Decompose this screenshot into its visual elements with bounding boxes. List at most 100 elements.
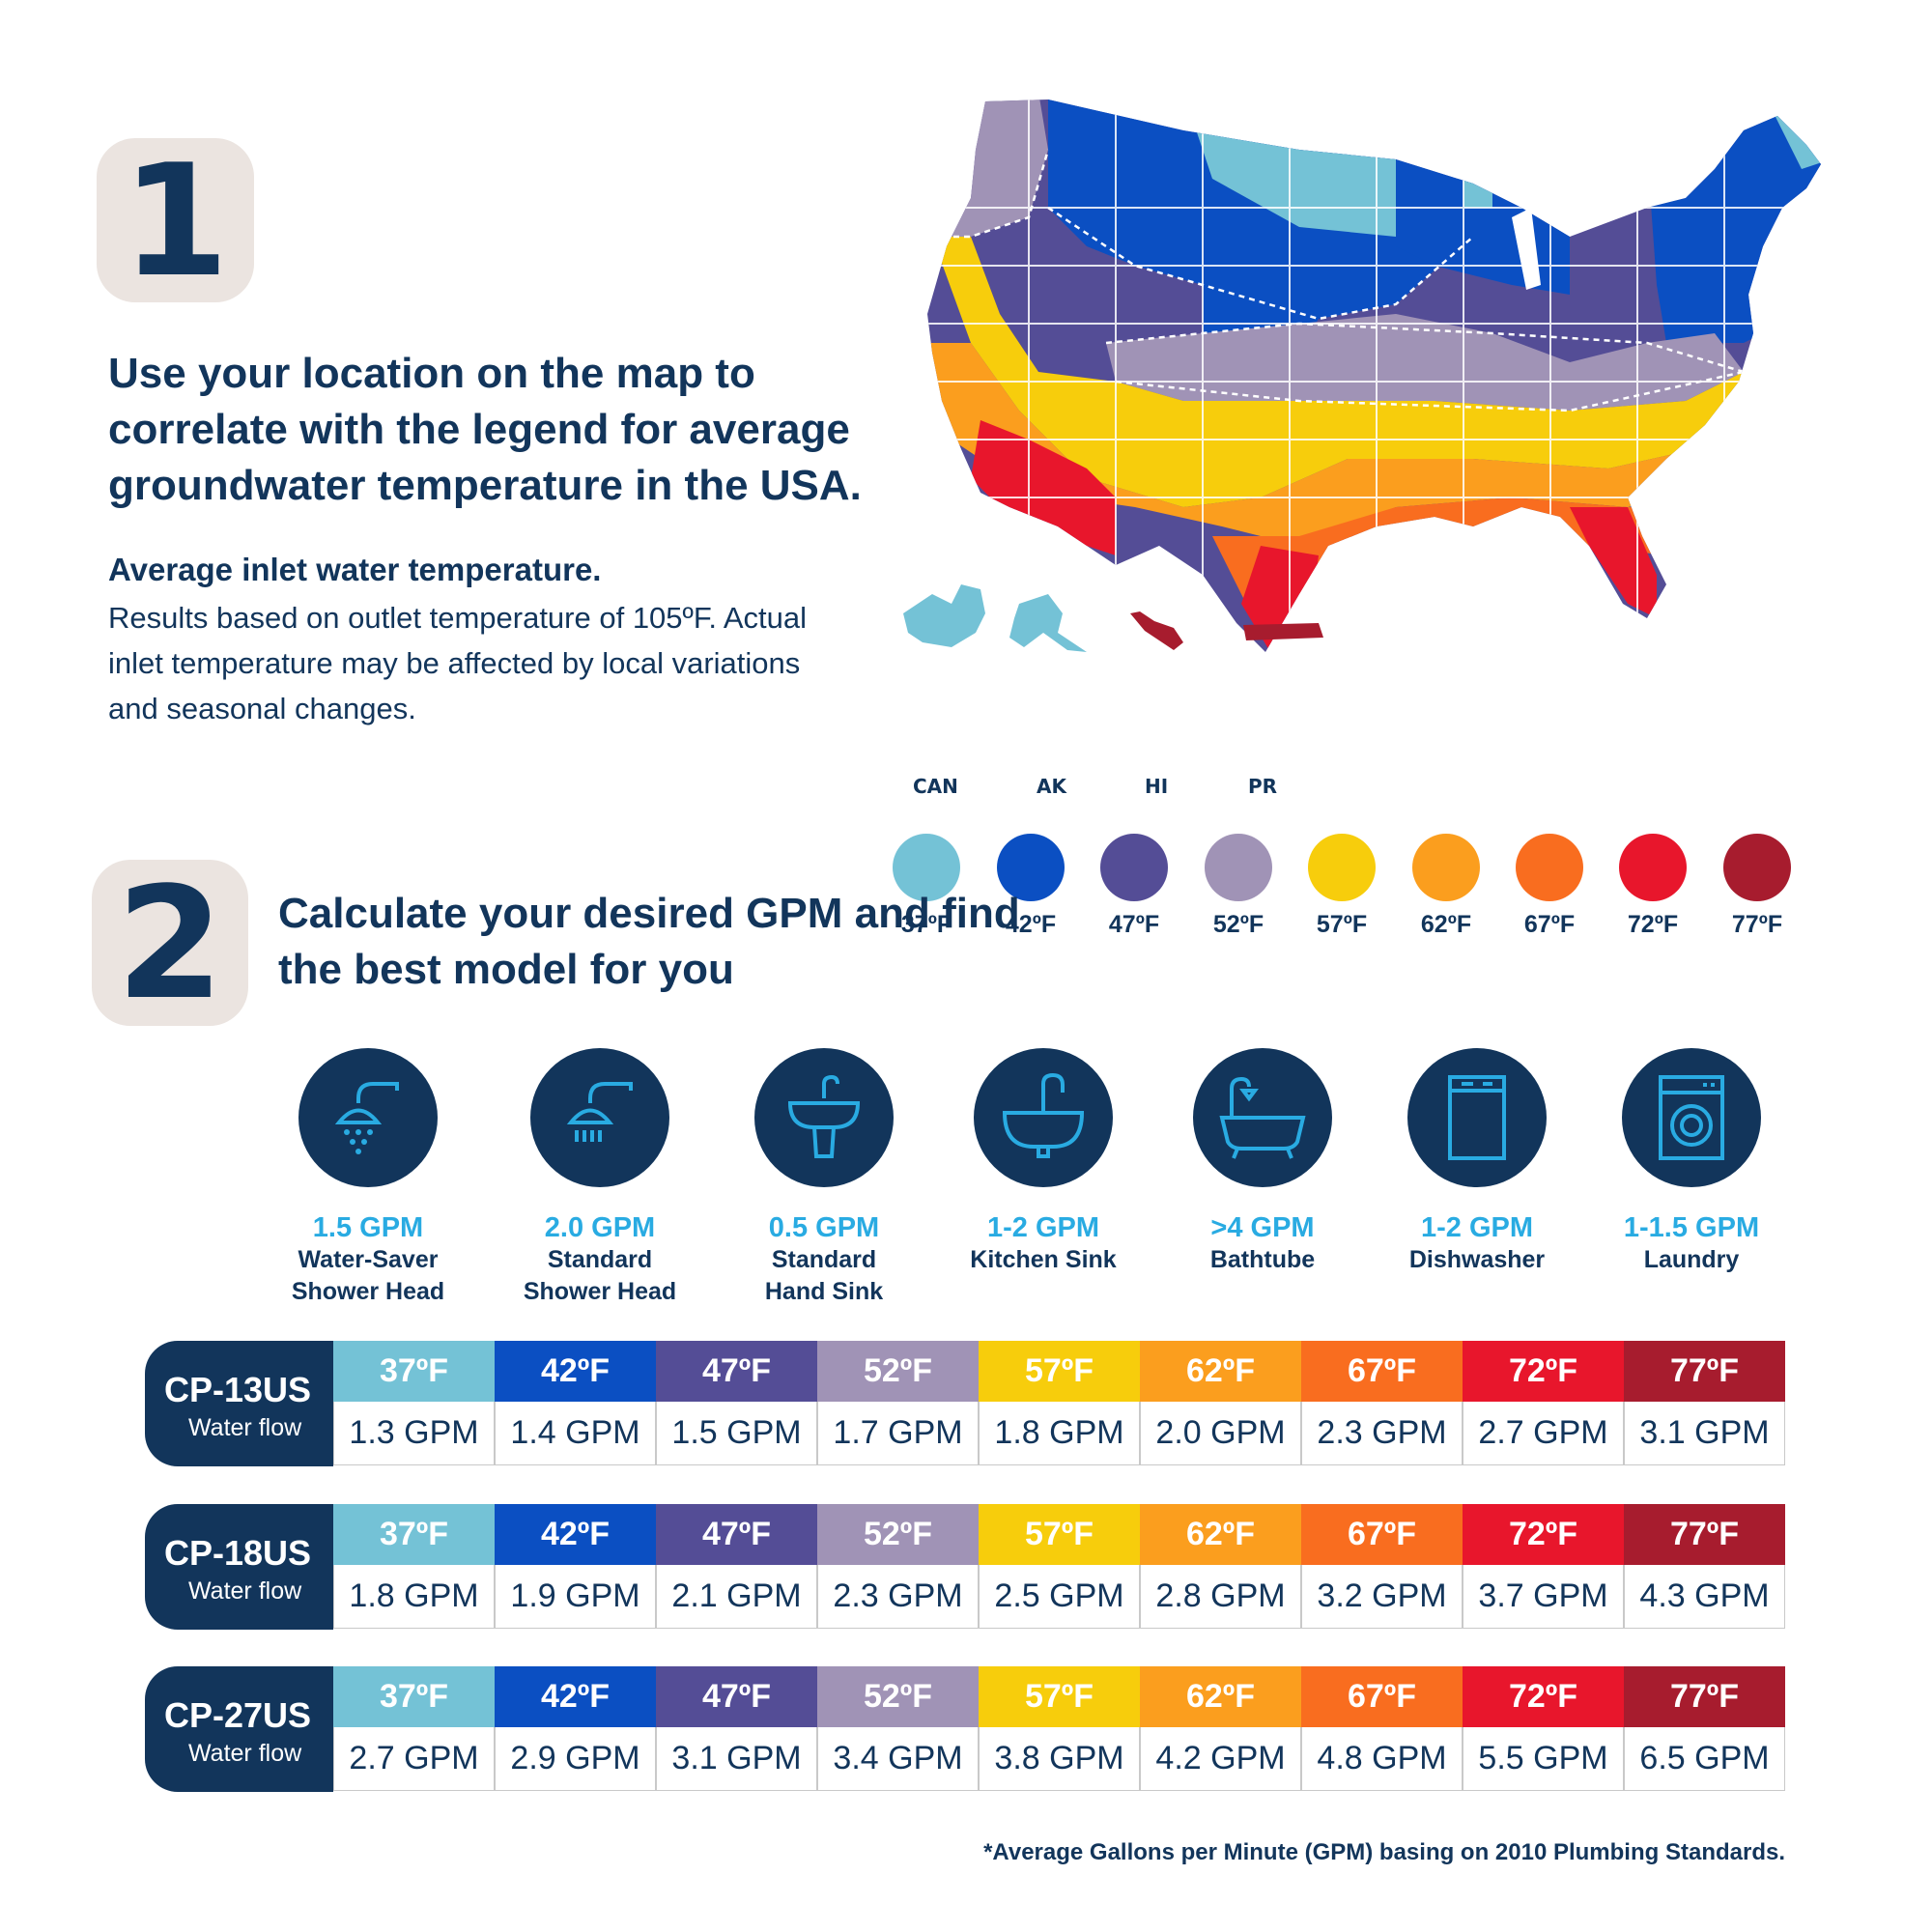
gpm-value-cell: 1.4 GPM [495, 1402, 656, 1465]
legend-label: 37ºF [900, 911, 952, 938]
us-map-graphic [903, 99, 1821, 652]
legend-label: 52ºF [1212, 911, 1264, 938]
temperature-header-cell: 72ºF [1463, 1504, 1624, 1565]
alaska-shape [1009, 594, 1087, 652]
appliance-water-saver-shower: 1.5 GPM Water-Saver Shower Head [267, 1048, 469, 1308]
appliance-gpm: 2.0 GPM [544, 1212, 656, 1243]
legend-swatch [1619, 834, 1687, 901]
step-1-headline: Use your location on the map to correlat… [108, 350, 862, 509]
territory-label-hi: HI [1145, 775, 1169, 798]
model-subtitle: Water flow [188, 1740, 302, 1767]
gpm-value-cell: 3.2 GPM [1301, 1565, 1463, 1629]
appliance-kitchen-sink: 1-2 GPM Kitchen Sink [942, 1048, 1145, 1276]
inlet-temp-description: Results based on outlet temperature of 1… [108, 601, 808, 725]
bathtub-icon [1193, 1048, 1332, 1187]
legend-label: 62ºF [1420, 911, 1472, 938]
temperature-header-cell: 62ºF [1140, 1341, 1301, 1402]
gpm-value-cell: 2.1 GPM [656, 1565, 817, 1629]
gpm-value-cell: 1.8 GPM [979, 1402, 1140, 1465]
model-tag: CP-13US Water flow [145, 1341, 333, 1466]
legend-swatch [1308, 834, 1376, 901]
gpm-value-cell: 2.7 GPM [333, 1727, 495, 1791]
temperature-header-cell: 62ºF [1140, 1504, 1301, 1565]
temperature-header-cell: 47ºF [656, 1341, 817, 1402]
gpm-value-cell: 3.4 GPM [817, 1727, 979, 1791]
model-table-cp-18us: CP-18US Water flow 37ºF 1.8 GPM 42ºF 1.9 GP… [145, 1504, 1785, 1630]
washing-machine-icon [1622, 1048, 1761, 1187]
appliance-gpm: 1.5 GPM [312, 1212, 424, 1243]
dishwasher-icon [1407, 1048, 1547, 1187]
legend-swatch [1412, 834, 1480, 901]
temperature-header-cell: 37ºF [333, 1341, 495, 1402]
gpm-value-cell: 6.5 GPM [1624, 1727, 1785, 1791]
step-2-badge: 2 [92, 853, 248, 1034]
legend-item: 52ºF [1200, 834, 1277, 939]
temperature-header-cell: 77ºF [1624, 1341, 1785, 1402]
gpm-value-cell: 3.1 GPM [656, 1727, 817, 1791]
appliance-hand-sink: 0.5 GPM Standard Hand Sink [723, 1048, 925, 1308]
legend-item: 67ºF [1511, 834, 1588, 939]
temperature-header-cell: 42ºF [495, 1341, 656, 1402]
gpm-value-cell: 1.5 GPM [656, 1402, 817, 1465]
temperature-header-cell: 52ºF [817, 1666, 979, 1727]
gpm-value-cell: 4.2 GPM [1140, 1727, 1301, 1791]
appliance-gpm: >4 GPM [1210, 1212, 1315, 1243]
gpm-value-cell: 2.3 GPM [1301, 1402, 1463, 1465]
model-name: CP-18US [164, 1533, 312, 1573]
step-1-badge: 1 [97, 130, 254, 311]
gpm-value-cell: 2.3 GPM [817, 1565, 979, 1629]
temperature-header-cell: 77ºF [1624, 1504, 1785, 1565]
territory-label-ak: AK [1037, 775, 1066, 798]
legend-label: 57ºF [1316, 911, 1368, 938]
water-saver-shower-icon [298, 1048, 438, 1187]
gpm-value-cell: 1.8 GPM [333, 1565, 495, 1629]
appliance-shower-head: 2.0 GPM Standard Shower Head [498, 1048, 701, 1308]
step-2-headline: Calculate your desired GPM and find the … [278, 890, 1020, 993]
legend-label: 67ºF [1523, 911, 1576, 938]
appliance-gpm: 1-1.5 GPM [1623, 1212, 1760, 1243]
temperature-header-cell: 72ºF [1463, 1666, 1624, 1727]
gpm-value-cell: 5.5 GPM [1463, 1727, 1624, 1791]
hand-sink-icon [754, 1048, 894, 1187]
appliance-gpm: 1-2 GPM [1420, 1212, 1534, 1243]
temperature-header-cell: 37ºF [333, 1504, 495, 1565]
footnote: *Average Gallons per Minute (GPM) basing… [983, 1839, 1785, 1865]
appliance-gpm: 1-2 GPM [986, 1212, 1100, 1243]
model-tag: CP-18US Water flow [145, 1504, 333, 1630]
appliance-name: Kitchen Sink [970, 1246, 1117, 1273]
appliance-name: Water-Saver Shower Head [291, 1246, 445, 1305]
legend-swatch [1100, 834, 1168, 901]
temperature-header-cell: 57ºF [979, 1504, 1140, 1565]
model-tag: CP-27US Water flow [145, 1666, 333, 1792]
territory-label-pr: PR [1248, 775, 1278, 798]
gpm-value-cell: 1.3 GPM [333, 1402, 495, 1465]
model-subtitle: Water flow [188, 1577, 302, 1605]
appliance-gpm: 0.5 GPM [768, 1212, 880, 1243]
model-name: CP-27US [164, 1695, 312, 1735]
great-lakes [1492, 179, 1570, 203]
temperature-header-cell: 52ºF [817, 1504, 979, 1565]
legend-swatch [1723, 834, 1791, 901]
territory-label-can: CAN [913, 775, 958, 798]
temperature-header-cell: 42ºF [495, 1504, 656, 1565]
gpm-value-cell: 1.9 GPM [495, 1565, 656, 1629]
legend-swatch [997, 834, 1065, 901]
appliance-dishwasher: 1-2 GPM Dishwasher [1376, 1048, 1578, 1276]
model-table-cp-27us: CP-27US Water flow 37ºF 2.7 GPM 42ºF 2.9 GP… [145, 1666, 1785, 1792]
temperature-header-cell: 57ºF [979, 1666, 1140, 1727]
hawaii-shape [1130, 611, 1183, 650]
legend-swatch [893, 834, 960, 901]
gpm-value-cell: 3.7 GPM [1463, 1565, 1624, 1629]
gpm-value-cell: 3.1 GPM [1624, 1402, 1785, 1465]
temperature-header-cell: 37ºF [333, 1666, 495, 1727]
temperature-header-cell: 42ºF [495, 1666, 656, 1727]
legend-item: 37ºF [888, 834, 965, 939]
temperature-header-cell: 47ºF [656, 1666, 817, 1727]
legend-label: 72ºF [1627, 911, 1679, 938]
temperature-header-cell: 67ºF [1301, 1341, 1463, 1402]
gpm-value-cell: 2.9 GPM [495, 1727, 656, 1791]
temperature-header-cell: 77ºF [1624, 1666, 1785, 1727]
appliance-bathtub: >4 GPM Bathtube [1161, 1048, 1364, 1276]
temperature-header-cell: 57ºF [979, 1341, 1140, 1402]
gpm-value-cell: 1.7 GPM [817, 1402, 979, 1465]
